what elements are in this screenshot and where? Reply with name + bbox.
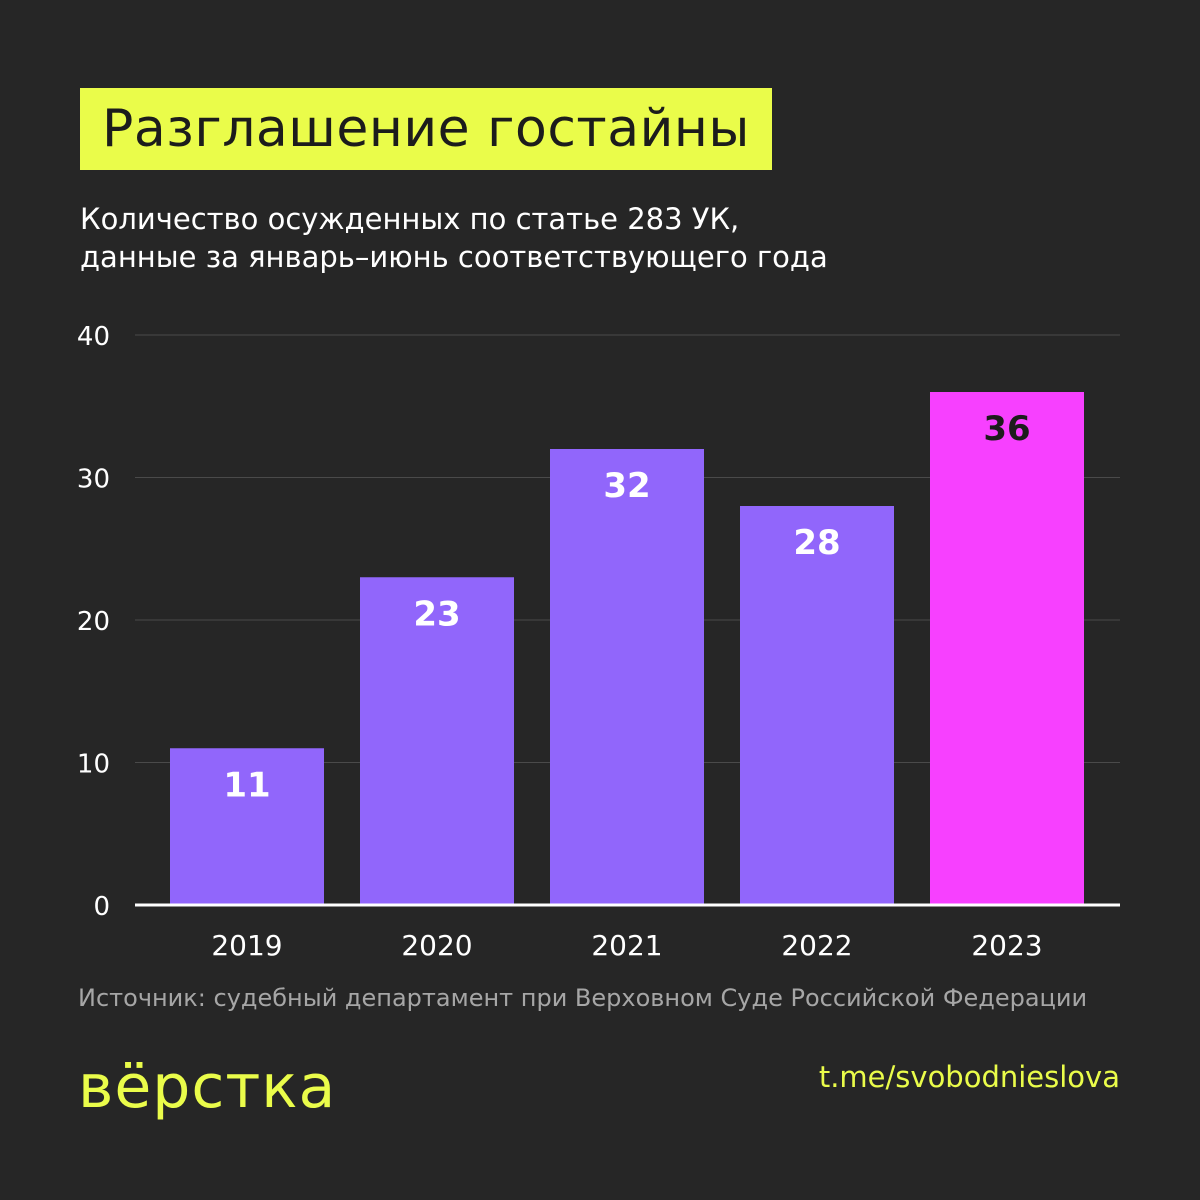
- logo: вёрстка: [78, 1052, 337, 1122]
- data-label: 23: [413, 594, 460, 634]
- bar: [550, 449, 704, 905]
- subtitle-line-1: Количество осужденных по статье 283 УК,: [80, 202, 740, 236]
- bar: [740, 506, 894, 905]
- bar: [930, 392, 1084, 905]
- data-label: 11: [223, 765, 270, 805]
- x-tick-label: 2023: [971, 929, 1042, 962]
- channel-link[interactable]: t.me/svobodnieslova: [818, 1060, 1120, 1094]
- y-tick-label: 30: [77, 465, 110, 495]
- bar: [360, 577, 514, 905]
- x-tick-label: 2022: [781, 929, 852, 962]
- chart-subtitle: Количество осужденных по статье 283 УК, …: [80, 200, 1120, 276]
- y-tick-label: 10: [77, 750, 110, 780]
- y-tick-label: 20: [77, 607, 110, 637]
- data-label: 32: [603, 466, 650, 506]
- subtitle-line-2: данные за январь–июнь соответствующего г…: [80, 240, 828, 274]
- chart-title: Разглашение гостайны: [102, 99, 750, 159]
- x-tick-label: 2021: [591, 929, 662, 962]
- y-tick-label: 0: [93, 892, 110, 922]
- title-box: Разглашение гостайны: [80, 88, 772, 170]
- y-tick-label: 40: [77, 322, 110, 352]
- x-tick-label: 2020: [401, 929, 472, 962]
- x-tick-label: 2019: [211, 929, 282, 962]
- bar: [170, 748, 324, 905]
- data-label: 28: [793, 523, 840, 563]
- bar-chart: 0 10 20 30 40 11 2019 23 2020 32 2021 28 2022 36 2023: [77, 322, 1120, 962]
- data-label: 36: [983, 409, 1030, 449]
- source-note: Источник: судебный департамент при Верхо…: [78, 984, 1088, 1012]
